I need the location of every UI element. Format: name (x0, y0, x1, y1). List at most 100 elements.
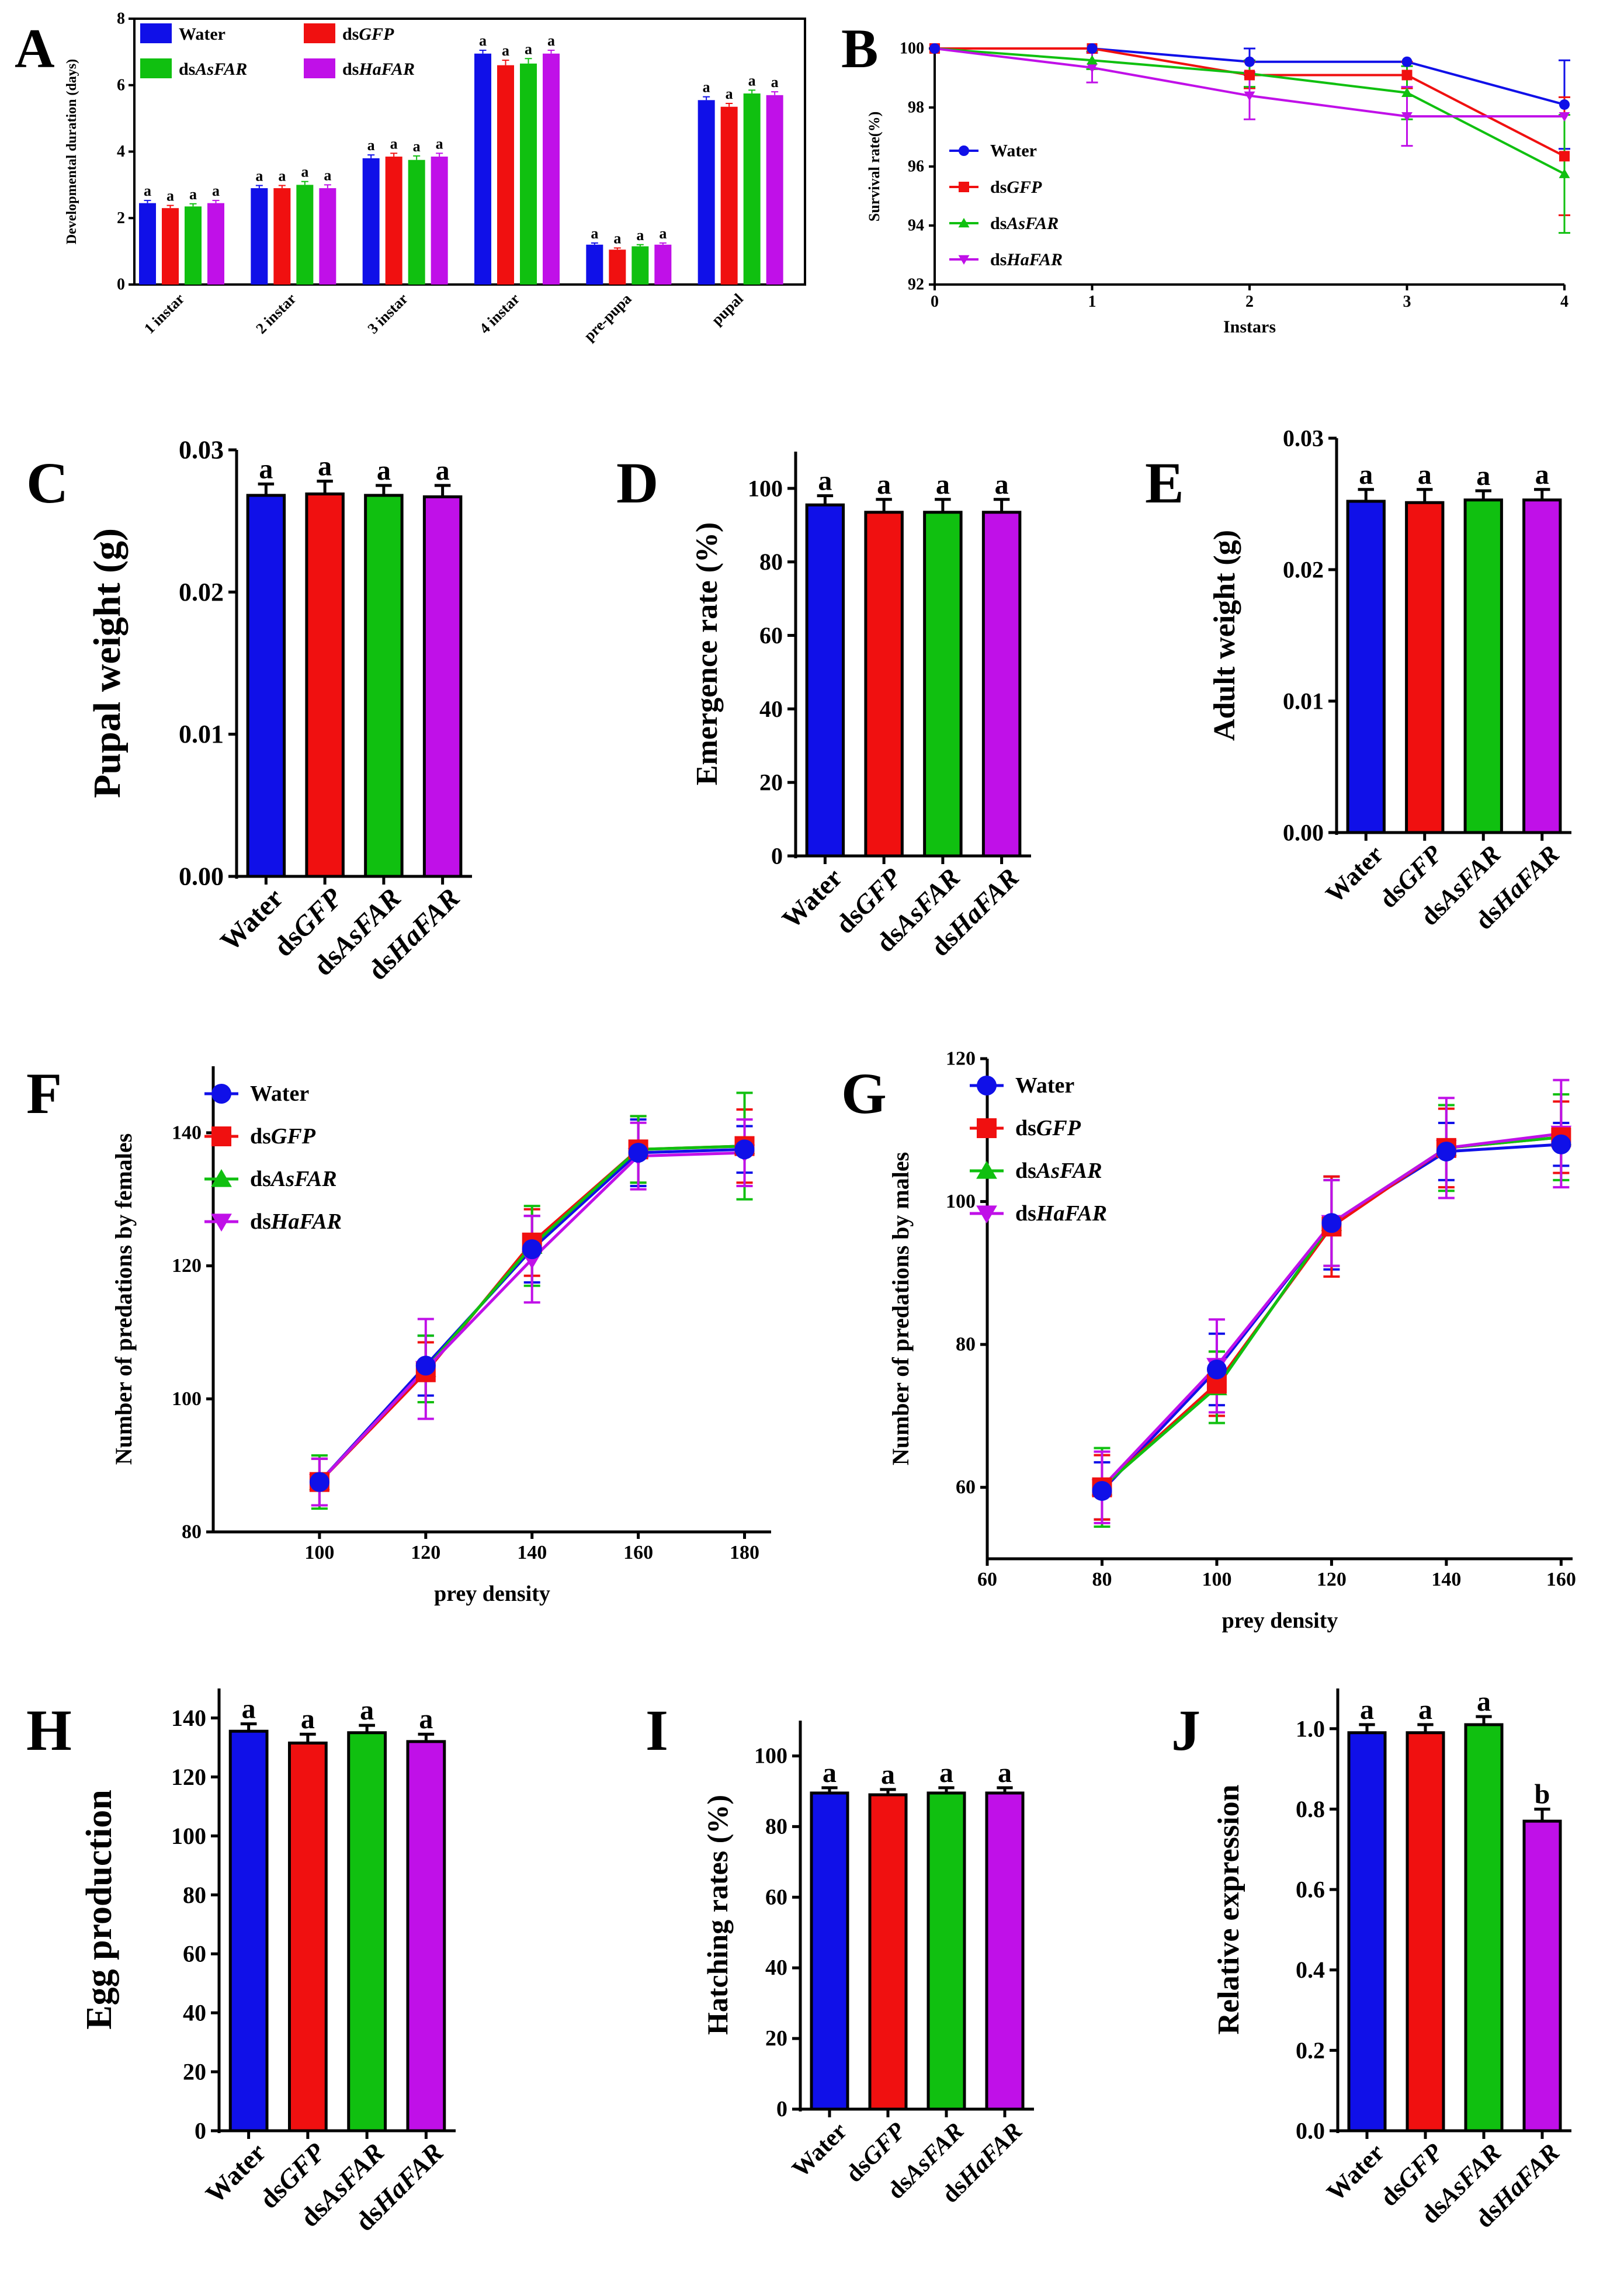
legend-label: dsHaFAR (990, 250, 1063, 269)
legend-label: Water (1015, 1073, 1074, 1098)
bar-dsGFP-pre-pupa (609, 249, 626, 285)
panel-label: A (15, 18, 55, 79)
x-tick-label: 2 instar (252, 290, 299, 337)
significance-letter: a (166, 188, 174, 204)
data-point-Water (929, 43, 940, 54)
x-tick-label: 2 (1245, 293, 1254, 311)
x-tick-label: 4 (1560, 293, 1569, 311)
legend-marker (211, 1126, 231, 1146)
y-tick-label: 100 (748, 475, 783, 501)
significance-letter: a (1418, 1694, 1432, 1725)
significance-letter: a (818, 465, 832, 496)
bar-Water-pre-pupa (586, 244, 603, 285)
legend-marker (958, 255, 970, 265)
x-tick-label: pre-pupa (581, 290, 635, 345)
data-point-Water (1551, 1134, 1571, 1154)
bar-dsGFP (1405, 501, 1445, 834)
legend-marker (211, 1169, 232, 1187)
significance-letter: a (436, 135, 443, 152)
panel-label: G (841, 1061, 887, 1126)
series-line-dsGFP (318, 1145, 745, 1483)
bar-dsGFP (864, 511, 904, 858)
x-tick-label: 100 (1202, 1569, 1231, 1590)
x-tick-label: 1 (1088, 293, 1096, 311)
legend-label: dsGFP (342, 25, 394, 44)
panel-label: J (1171, 1698, 1200, 1763)
data-point-dsGFP (1401, 70, 1413, 81)
chart-J: 0.00.20.40.60.81.0aWateradsGFPadsAsFARbd… (1171, 1686, 1571, 2234)
bar-dsAsFAR (926, 1791, 966, 2111)
y-axis-label: Survival rate(%) (866, 112, 883, 221)
y-tick-label: 100 (171, 1823, 206, 1849)
data-point-Water (1244, 56, 1255, 67)
y-axis-label: Relative expression (1212, 1784, 1245, 2034)
data-point-Water (1092, 1480, 1112, 1501)
bar-dsAsFAR (364, 494, 404, 878)
significance-letter: a (367, 137, 375, 154)
legend-label: Water (990, 141, 1037, 161)
bar-dsHaFAR-1 instar (207, 203, 224, 285)
legend-swatch (304, 58, 335, 78)
significance-letter: a (877, 469, 891, 500)
y-tick-label: 0 (776, 2097, 787, 2121)
data-point-dsHaFAR (1087, 63, 1098, 73)
bar-dsHaFAR-pre-pupa (654, 244, 672, 285)
x-tick-label: 140 (1431, 1569, 1461, 1590)
x-axis-label: prey density (434, 1582, 550, 1606)
bar-dsAsFAR-4 instar (520, 63, 537, 285)
significance-letter: a (278, 168, 286, 185)
legend-label: dsHaFAR (342, 60, 415, 79)
x-tick-label: 4 instar (476, 290, 523, 337)
data-point-Water (309, 1472, 329, 1492)
y-tick-label: 1.0 (1296, 1715, 1325, 1742)
legend-swatch (304, 23, 335, 43)
bar-dsAsFAR-pre-pupa (631, 246, 649, 285)
significance-letter: a (479, 32, 487, 49)
legend-marker (959, 145, 969, 156)
significance-letter: a (995, 469, 1009, 500)
x-tick-label: 0 (931, 293, 939, 311)
data-point-dsGFP (1244, 70, 1255, 81)
significance-letter: a (659, 225, 667, 242)
y-tick-label: 60 (183, 1941, 206, 1967)
y-tick-label: 0.4 (1296, 1957, 1325, 1983)
y-tick-label: 0 (117, 276, 125, 294)
y-tick-label: 6 (117, 76, 125, 94)
significance-letter: a (212, 182, 220, 199)
bar-dsAsFAR-3 instar (408, 160, 425, 285)
legend-label: Water (179, 25, 225, 44)
bar-Water-4 instar (474, 53, 491, 285)
legend-marker (977, 1076, 997, 1095)
bar-dsGFP (305, 492, 345, 878)
legend-label: dsAsFAR (250, 1167, 337, 1191)
legend-label: dsGFP (1015, 1116, 1081, 1140)
data-point-Water (1401, 56, 1413, 67)
y-tick-label: 0.02 (179, 578, 224, 606)
bar-dsAsFAR (1464, 1723, 1504, 2133)
significance-letter: a (1359, 459, 1373, 490)
x-tick-label: 60 (977, 1569, 997, 1590)
significance-letter: a (255, 168, 263, 185)
x-tick-label: 140 (517, 1542, 547, 1563)
y-tick-label: 20 (183, 2059, 206, 2085)
bar-Water (246, 494, 286, 878)
chart-E: 0.000.010.020.03aWateradsGFPadsAsFARadsH… (1145, 425, 1571, 935)
panel-label: H (26, 1698, 72, 1763)
y-tick-label: 80 (765, 1814, 787, 1839)
x-tick-label: Water (787, 2118, 852, 2183)
chart-B: 92 94 96 98 100 0 1 2 3 4 Water dsGFP dsAsFAR dsHaFAR… (841, 18, 1570, 337)
x-tick-label: 180 (730, 1542, 759, 1563)
significance-letter: a (301, 1704, 315, 1735)
significance-letter: a (636, 227, 644, 244)
legend-marker (958, 218, 970, 228)
y-tick-label: 94 (908, 217, 924, 235)
panel-label: I (646, 1698, 668, 1763)
bar-dsHaFAR-2 instar (319, 188, 336, 285)
chart-I: 020406080100aWateradsGFPadsAsFARadsHaFAR… (646, 1698, 1034, 2208)
significance-letter: a (703, 79, 710, 96)
bar-dsGFP-4 instar (497, 65, 514, 285)
y-axis-label: Developmental duration (days) (64, 59, 79, 244)
bar-dsAsFAR-2 instar (296, 185, 314, 285)
significance-letter: a (189, 186, 197, 203)
